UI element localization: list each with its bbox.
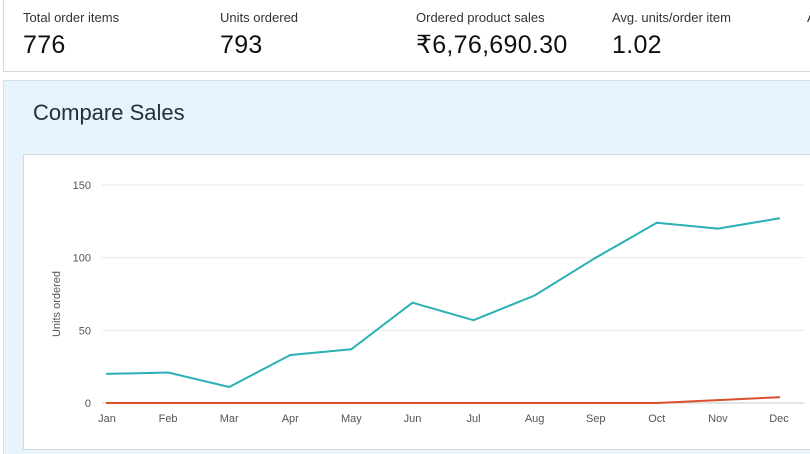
data-point [411, 402, 414, 404]
y-tick-label: 50 [79, 325, 91, 337]
data-point [778, 217, 780, 220]
series-line [106, 396, 780, 404]
data-point [167, 371, 170, 374]
data-point [350, 348, 353, 351]
data-point [716, 227, 719, 230]
x-tick-label: Mar [220, 413, 239, 425]
data-point [594, 402, 597, 404]
x-tick-label: Apr [282, 413, 299, 425]
data-point [350, 402, 353, 404]
compare-sales-panel: Compare Sales 0 50 100 150 Jan Feb Mar Apr May Ju… [3, 80, 810, 454]
x-tick-label: Jun [404, 413, 422, 425]
x-tick-label: Dec [769, 413, 789, 425]
data-point [533, 294, 536, 297]
metric-truncated[interactable]: A [807, 10, 810, 30]
data-point [472, 402, 475, 404]
x-tick-label: Nov [708, 413, 728, 425]
data-point [778, 396, 780, 399]
data-point [167, 402, 170, 404]
metric-label: Avg. units/order item [612, 10, 731, 25]
chart-container: 0 50 100 150 Jan Feb Mar Apr May Jun Jul Aug Sep Oct N… [23, 154, 810, 450]
metric-label: Total order items [23, 10, 120, 25]
metric-label: A [807, 10, 810, 26]
x-tick-label: Sep [586, 413, 606, 425]
x-tick-label: Oct [648, 413, 665, 425]
data-point [655, 402, 658, 404]
data-point [472, 319, 475, 322]
y-tick-label: 100 [73, 253, 91, 265]
data-point [106, 372, 108, 375]
data-point [594, 256, 597, 259]
panel-title: Compare Sales [33, 100, 185, 125]
data-point [716, 399, 719, 402]
x-tick-label: Aug [525, 413, 545, 425]
units-ordered-line-chart: 0 50 100 150 Jan Feb Mar Apr May Jun Jul Aug Sep Oct N… [51, 180, 804, 425]
data-point [228, 402, 231, 404]
data-point [411, 301, 414, 304]
metric-units-ordered[interactable]: Units ordered 793 [220, 10, 298, 60]
data-point [106, 402, 108, 404]
metric-ordered-product-sales[interactable]: Ordered product sales ₹6,76,690.30 [416, 10, 568, 60]
metrics-strip: Total order items 776 Units ordered 793 … [3, 0, 810, 72]
metric-value: 1.02 [612, 31, 662, 59]
data-point [655, 221, 658, 224]
x-tick-label: Jul [467, 413, 481, 425]
metric-label: Ordered product sales [416, 10, 545, 25]
y-tick-label: 150 [73, 180, 91, 192]
metric-label: Units ordered [220, 10, 299, 25]
data-point [533, 402, 536, 404]
metric-value: 776 [23, 31, 66, 59]
x-tick-label: May [341, 413, 362, 425]
metric-total-order-items[interactable]: Total order items 776 [23, 10, 119, 60]
data-point [289, 402, 292, 404]
y-tick-label: 0 [85, 398, 91, 410]
x-tick-label: Feb [159, 413, 178, 425]
metric-value: 793 [220, 31, 263, 59]
metric-avg-units-per-order-item[interactable]: Avg. units/order item 1.02 [612, 10, 731, 60]
data-point [228, 386, 231, 389]
data-point [289, 354, 292, 357]
series-line [106, 217, 780, 388]
y-axis-title: Units ordered [51, 271, 63, 337]
metric-value: ₹6,76,690.30 [416, 31, 568, 59]
x-tick-label: Jan [98, 413, 116, 425]
